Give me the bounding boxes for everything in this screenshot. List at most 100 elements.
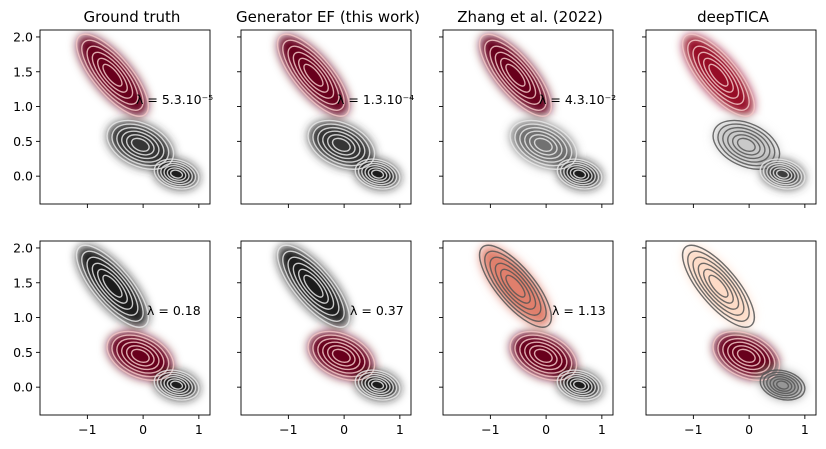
column-title-3: Zhang et al. (2022) <box>457 8 602 26</box>
contour-C-5 <box>357 160 398 188</box>
contour-A-6 <box>75 244 150 328</box>
contour-B-4 <box>519 337 568 374</box>
x-tick-label: 0 <box>542 422 550 437</box>
contour-C-1 <box>370 169 385 179</box>
basin-A-fill <box>77 246 148 327</box>
contour-B-2 <box>326 134 356 156</box>
eigenvalue-label-r2c2: λ = 0.37 <box>350 303 404 318</box>
eigenvalue-label-r2c3: λ = 1.13 <box>552 303 606 318</box>
x-tick-label: 1 <box>195 422 203 437</box>
contour-C-1 <box>775 380 790 390</box>
contour-B-5 <box>312 123 371 167</box>
contour-A-1 <box>708 63 729 87</box>
x-tick-label: 1 <box>598 422 606 437</box>
contour-C-3 <box>163 165 190 184</box>
x-tick-label: −1 <box>481 422 499 437</box>
contour-C-2 <box>772 167 793 181</box>
contour-B-3 <box>322 341 361 371</box>
potential-contours <box>478 33 603 190</box>
contour-B-3 <box>524 130 563 160</box>
axes-frame <box>645 240 817 416</box>
contour-C-5 <box>156 160 197 188</box>
contour-B-4 <box>317 337 366 374</box>
contour-B-1 <box>130 348 150 363</box>
contour-C-5 <box>357 371 398 399</box>
column-title-2: Generator EF (this work) <box>236 8 420 26</box>
contour-A-4 <box>489 256 542 316</box>
x-tick-label: −1 <box>78 422 96 437</box>
contour-C-1 <box>572 380 587 390</box>
x-tick-label: 0 <box>745 422 753 437</box>
contour-A-6 <box>75 33 150 117</box>
contour-C-4 <box>563 162 596 186</box>
panel-r1-c4 <box>642 29 817 208</box>
contour-B-3 <box>727 341 766 371</box>
contour-A-3 <box>494 262 537 310</box>
potential-contours <box>276 33 401 190</box>
potential-contours <box>75 244 200 401</box>
contour-C-5 <box>559 160 600 188</box>
basin-A-fill <box>278 246 349 327</box>
contour-C-3 <box>566 165 593 184</box>
contour-B-3 <box>322 130 361 160</box>
contour-A-2 <box>702 57 734 93</box>
contour-A-5 <box>687 39 750 111</box>
panel-r1-c3 <box>439 29 614 208</box>
potential-contours <box>276 244 401 401</box>
contour-A-3 <box>697 51 740 99</box>
contour-B-5 <box>717 334 776 378</box>
y-tick-label: 2.0 <box>13 240 33 255</box>
contour-C-4 <box>160 162 193 186</box>
contour-A-6 <box>681 244 756 328</box>
contour-C-6 <box>354 369 401 401</box>
contour-B-4 <box>722 337 771 374</box>
x-tick-label: 1 <box>396 422 404 437</box>
potential-contours <box>681 33 806 190</box>
x-tick-label: 0 <box>139 422 147 437</box>
panel-r2-c3: −1 0 1 <box>439 240 614 437</box>
panel-r1-c1: 0.0 0.5 1.0 1.5 2.0 <box>13 29 211 208</box>
contour-C-4 <box>160 373 193 397</box>
contour-C-3 <box>364 376 391 395</box>
axes-frame <box>442 240 614 416</box>
contour-A-3 <box>697 262 740 310</box>
contour-A-6 <box>276 244 351 328</box>
y-tick-label: 1.0 <box>13 99 33 114</box>
contour-A-1 <box>505 63 526 87</box>
contour-A-5 <box>81 250 144 322</box>
contour-C-2 <box>166 378 187 392</box>
potential-contours <box>478 244 603 401</box>
x-tick-label: −1 <box>279 422 297 437</box>
contour-C-4 <box>766 162 799 186</box>
y-tick-label: 0.0 <box>13 169 33 184</box>
column-title-4: deepTICA <box>697 8 770 26</box>
contour-B-4 <box>116 337 165 374</box>
contour-A-1 <box>102 274 123 298</box>
contour-C-3 <box>163 376 190 395</box>
contour-C-6 <box>759 369 806 401</box>
basin-A-fill <box>683 246 754 327</box>
x-tick-label: 0 <box>340 422 348 437</box>
contour-C-2 <box>166 167 187 181</box>
y-tick-label: 2.0 <box>13 29 33 44</box>
contour-B-2 <box>528 134 558 156</box>
contour-C-4 <box>766 373 799 397</box>
contour-B-5 <box>514 334 573 378</box>
contour-C-6 <box>556 369 603 401</box>
y-tick-label: 1.5 <box>13 275 33 290</box>
contour-A-4 <box>86 45 139 105</box>
panel-r2-c4: −1 0 1 <box>642 240 817 437</box>
basin-A-fill <box>683 35 754 116</box>
potential-contours <box>75 33 200 190</box>
contour-A-2 <box>499 268 531 304</box>
contour-A-5 <box>81 39 144 111</box>
contour-B-1 <box>331 348 351 363</box>
contour-C-6 <box>556 158 603 190</box>
contour-B-1 <box>533 348 553 363</box>
contour-A-5 <box>282 250 345 322</box>
contour-B-3 <box>121 130 160 160</box>
axes-frame <box>39 29 211 205</box>
contour-B-1 <box>736 137 756 152</box>
contour-A-5 <box>282 39 345 111</box>
